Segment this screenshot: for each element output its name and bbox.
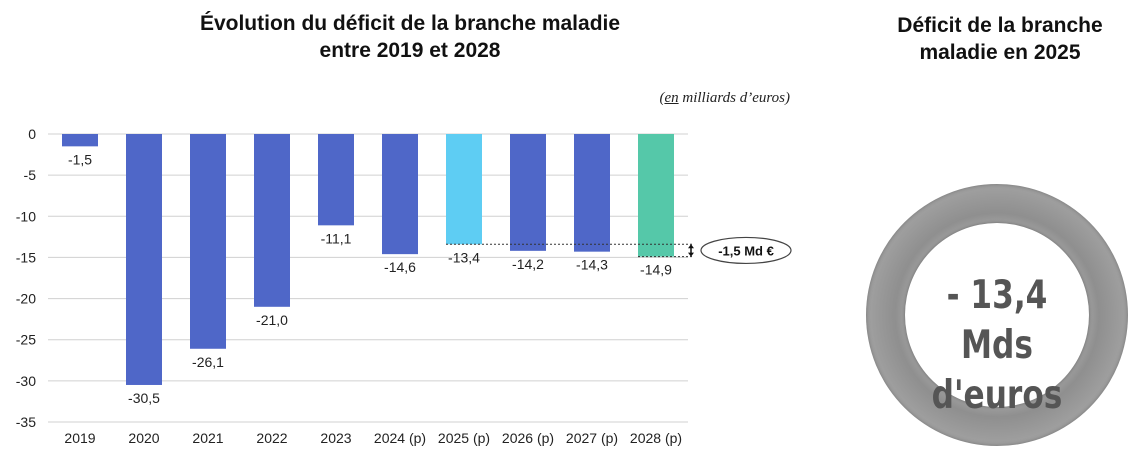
data-label: -14,2 <box>512 256 544 272</box>
y-tick-label: -30 <box>16 373 36 389</box>
x-tick-label: 2022 <box>256 430 287 446</box>
annotation-label: -1,5 Md € <box>718 243 774 258</box>
bar <box>638 134 674 257</box>
x-tick-label: 2021 <box>192 430 223 446</box>
bar <box>62 134 98 147</box>
bar <box>190 134 226 349</box>
deficit-value-line1: - 13,4 Mds <box>946 273 1048 368</box>
unit-suffix: milliards d’euros) <box>678 90 790 106</box>
x-tick-label: 2023 <box>320 430 351 446</box>
deficit-ring: - 13,4 Mds d'euros <box>866 184 1128 446</box>
data-label: -26,1 <box>192 354 224 370</box>
gap-arrow-head-up <box>688 244 694 249</box>
bar <box>254 134 290 307</box>
y-tick-label: -25 <box>16 332 36 348</box>
data-label: -21,0 <box>256 312 288 328</box>
data-label: -11,1 <box>321 230 352 246</box>
bar <box>446 134 482 245</box>
chart-title: Évolution du déficit de la branche malad… <box>100 10 720 64</box>
deficit-value-line2: d'euros <box>931 373 1063 418</box>
data-label: -14,9 <box>640 262 672 278</box>
y-tick-label: -10 <box>16 208 36 224</box>
deficit-value: - 13,4 Mds d'euros <box>923 271 1070 421</box>
y-tick-label: -20 <box>16 291 36 307</box>
x-tick-label: 2028 (p) <box>630 430 682 446</box>
unit-label: (en milliards d’euros) <box>659 90 790 106</box>
data-label: -14,3 <box>576 257 608 273</box>
side-title: Déficit de la branche maladie en 2025 <box>840 12 1148 66</box>
x-tick-label: 2025 (p) <box>438 430 490 446</box>
x-tick-label: 2019 <box>64 430 95 446</box>
data-label: -14,6 <box>384 259 416 275</box>
bar <box>382 134 418 255</box>
x-tick-label: 2024 (p) <box>374 430 426 446</box>
gap-arrow-head-down <box>688 252 694 257</box>
y-tick-label: 0 <box>28 126 36 142</box>
chart-title-line2: entre 2019 et 2028 <box>319 39 501 62</box>
chart-title-line1: Évolution du déficit de la branche malad… <box>199 12 621 35</box>
deficit-ring-center: - 13,4 Mds d'euros <box>905 223 1089 418</box>
y-tick-label: -35 <box>16 414 36 430</box>
bar-chart: 0 -5 -10 -15 -20 -25 -30 -35 -1,5 2019 -30,5 2020 -2… <box>16 126 792 446</box>
x-tick-label: 2027 (p) <box>566 430 618 446</box>
side-title-line1: Déficit de la branche <box>897 14 1103 37</box>
bar <box>126 134 162 385</box>
annotation-oval <box>700 236 792 265</box>
bar <box>510 134 546 251</box>
data-label: -13,4 <box>448 249 480 265</box>
y-tick-label: -5 <box>24 167 37 183</box>
x-tick-label: 2026 (p) <box>502 430 554 446</box>
data-label: -30,5 <box>128 390 160 406</box>
data-label: -1,5 <box>68 151 92 167</box>
bar <box>318 134 354 226</box>
x-tick-label: 2020 <box>128 430 159 446</box>
y-tick-label: -15 <box>16 249 36 265</box>
unit-prefix: en <box>664 90 679 106</box>
bar <box>574 134 610 252</box>
side-title-line2: maladie en 2025 <box>919 41 1081 64</box>
